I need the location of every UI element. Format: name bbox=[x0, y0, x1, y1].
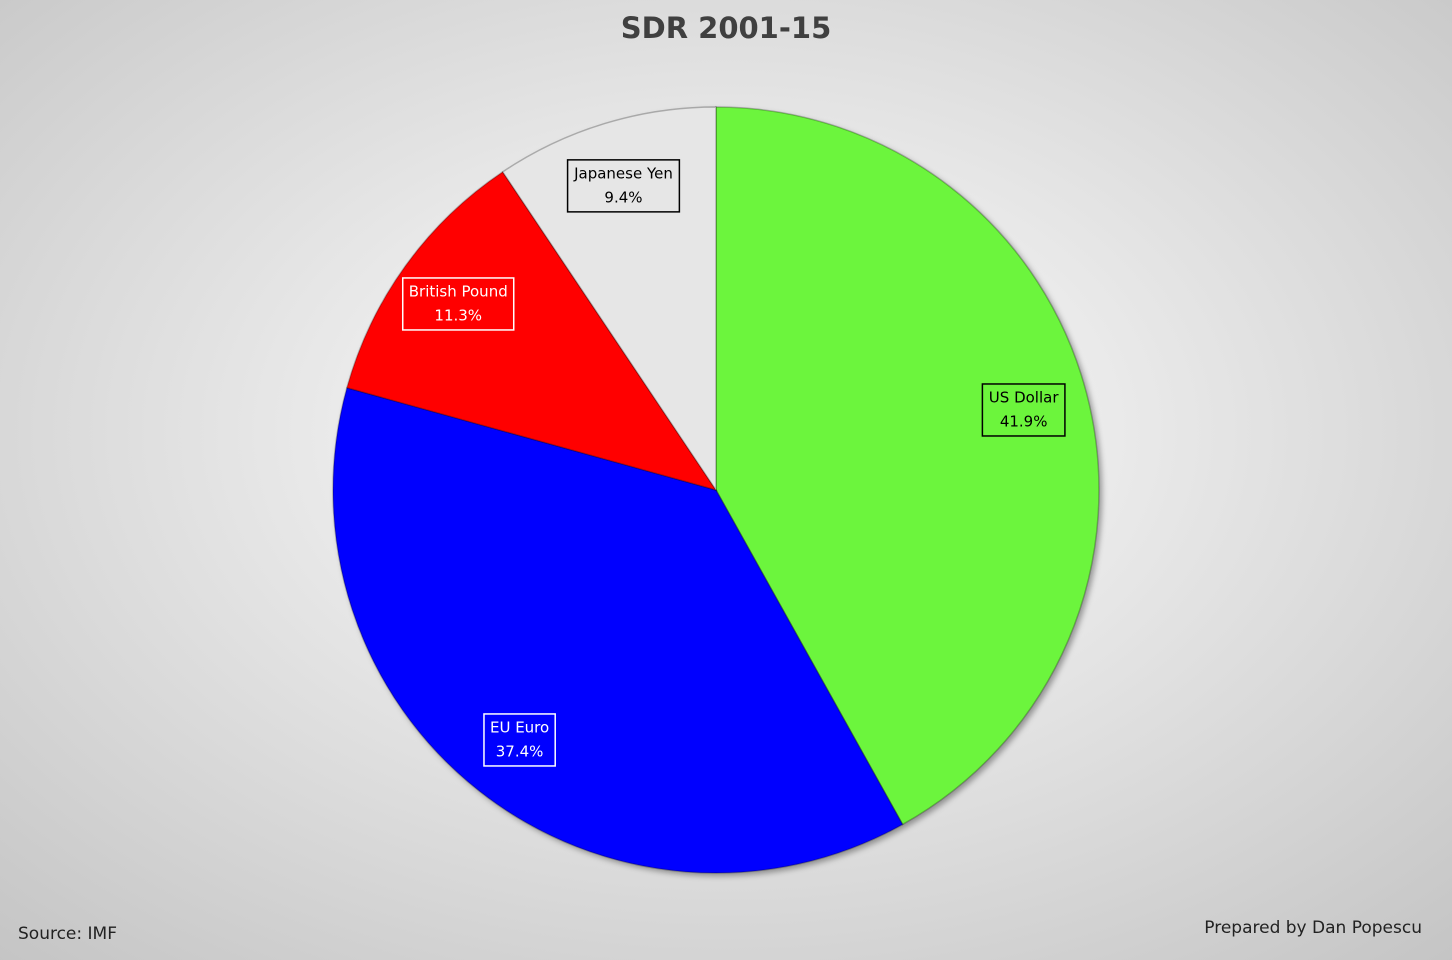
chart-title: SDR 2001-15 bbox=[621, 11, 832, 45]
credit-note: Prepared by Dan Popescu bbox=[1204, 918, 1422, 938]
label-box bbox=[566, 159, 681, 213]
pie bbox=[332, 106, 1100, 874]
label-box bbox=[981, 383, 1066, 437]
label-box bbox=[483, 713, 556, 767]
label-category: Japanese Yen bbox=[573, 164, 673, 182]
label-value: 9.4% bbox=[604, 188, 642, 206]
label-value: 11.3% bbox=[434, 306, 482, 324]
label-value: 41.9% bbox=[1000, 412, 1048, 430]
label-value: 37.4% bbox=[496, 742, 544, 760]
pie-slice bbox=[715, 106, 1100, 826]
pie-slice bbox=[345, 170, 718, 492]
label-box bbox=[401, 277, 515, 331]
label-category: US Dollar bbox=[989, 388, 1060, 406]
source-note: Source: IMF bbox=[18, 924, 117, 944]
data-labels: US Dollar 41.9% EU Euro 37.4% British Pound 1… bbox=[401, 159, 1066, 767]
label-category: EU Euro bbox=[490, 718, 549, 736]
pie-slice bbox=[332, 386, 904, 874]
label-category: British Pound bbox=[409, 282, 508, 300]
